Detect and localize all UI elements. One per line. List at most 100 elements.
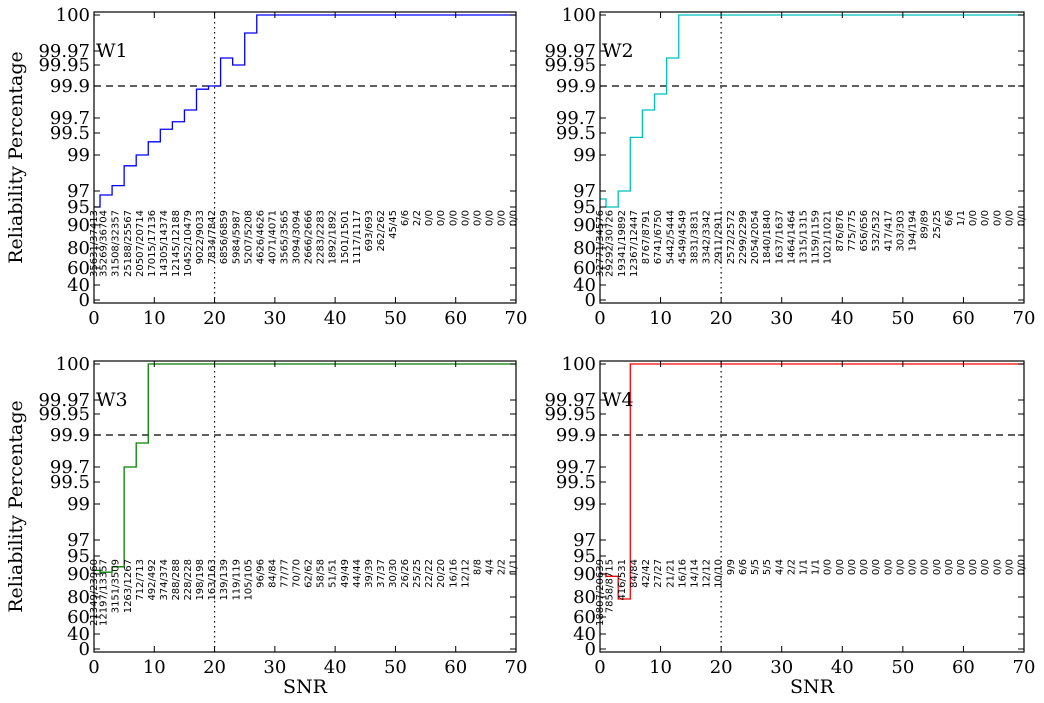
count-annotation: 42/42 bbox=[641, 559, 652, 588]
x-tick-label: 60 bbox=[444, 657, 467, 678]
count-annotation: 0/0 bbox=[968, 210, 979, 226]
count-annotation: 17015/17136 bbox=[147, 210, 158, 277]
count-annotation: 14305/14374 bbox=[159, 210, 170, 277]
count-annotation: 139/139 bbox=[219, 559, 230, 601]
count-annotation: 492/492 bbox=[147, 559, 158, 601]
panel-title: W2 bbox=[602, 40, 634, 62]
count-annotation: 532/532 bbox=[871, 210, 882, 252]
count-annotation: 7858/8715 bbox=[605, 559, 616, 613]
count-annotation: 228/228 bbox=[183, 559, 194, 601]
count-annotation: 4/4 bbox=[774, 559, 785, 575]
count-annotation: 5442/5444 bbox=[665, 210, 676, 264]
count-annotation: 374/374 bbox=[159, 559, 170, 601]
count-annotation: 12/12 bbox=[702, 559, 713, 588]
y-tick-label: 99 bbox=[67, 145, 90, 166]
count-annotation: 96/96 bbox=[255, 559, 266, 588]
count-annotation: 12145/12188 bbox=[171, 210, 182, 277]
count-annotation: 0/0 bbox=[980, 210, 991, 226]
y-tick-label: 100 bbox=[56, 5, 90, 26]
y-tick-label: 97 bbox=[67, 181, 90, 202]
x-tick-label: 0 bbox=[594, 657, 605, 678]
y-tick-label: 80 bbox=[67, 238, 90, 259]
y-tick-label: 99.9 bbox=[556, 425, 596, 446]
reliability-step-line bbox=[600, 363, 1024, 600]
count-annotation: 0/0 bbox=[859, 559, 870, 575]
count-annotation: 37/37 bbox=[376, 559, 387, 588]
count-annotation: 0/0 bbox=[823, 559, 834, 575]
count-annotation: 1/1 bbox=[799, 559, 810, 575]
x-tick-label: 20 bbox=[710, 657, 733, 678]
x-tick-label: 70 bbox=[1013, 308, 1036, 329]
y-tick-label: 0 bbox=[585, 639, 596, 660]
count-annotation: 77/77 bbox=[280, 559, 291, 588]
y-tick-label: 40 bbox=[67, 275, 90, 296]
count-annotation: 0/0 bbox=[835, 559, 846, 575]
count-annotation: 14/14 bbox=[689, 559, 700, 588]
count-annotation: 30/30 bbox=[388, 559, 399, 588]
x-tick-label: 0 bbox=[88, 308, 99, 329]
count-annotation: 3565/3565 bbox=[280, 210, 291, 264]
y-tick-label: 0 bbox=[79, 639, 90, 660]
count-annotation: 12367/12447 bbox=[629, 210, 640, 277]
count-annotation: 5207/5208 bbox=[243, 210, 254, 264]
axes-frame bbox=[93, 11, 517, 304]
y-tick-label: 60 bbox=[67, 607, 90, 628]
y-tick-label: 99.95 bbox=[38, 55, 90, 76]
count-annotation: 1263/1267 bbox=[123, 559, 134, 613]
y-tick-label: 99.7 bbox=[556, 108, 596, 129]
y-tick-label: 99.97 bbox=[544, 41, 596, 62]
count-annotation: 70/70 bbox=[292, 559, 303, 588]
count-annotation: 20507/20714 bbox=[135, 210, 146, 277]
count-annotation: 31508/32357 bbox=[111, 210, 122, 277]
count-annotation: 712/713 bbox=[135, 559, 146, 601]
count-annotation: 1/1 bbox=[956, 210, 967, 226]
count-annotation: 20/20 bbox=[436, 559, 447, 588]
count-annotation: 3342/3342 bbox=[702, 210, 713, 264]
count-annotation: 5/5 bbox=[762, 559, 773, 575]
y-tick-label: 99 bbox=[573, 145, 596, 166]
count-annotation: 0/0 bbox=[895, 559, 906, 575]
x-tick-label: 40 bbox=[324, 657, 347, 678]
y-tick-label: 60 bbox=[573, 258, 596, 279]
x-tick-label: 40 bbox=[324, 308, 347, 329]
count-annotation: 2911/2911 bbox=[714, 210, 725, 264]
y-tick-label: 100 bbox=[562, 354, 596, 375]
y-tick-label: 0 bbox=[585, 290, 596, 311]
count-annotation: 39/39 bbox=[364, 559, 375, 588]
count-annotation: 7834/7842 bbox=[207, 210, 218, 264]
count-annotation: 25/25 bbox=[932, 210, 943, 239]
y-tick-label: 97 bbox=[67, 530, 90, 551]
count-annotation: 0/0 bbox=[1004, 210, 1015, 226]
x-tick-label: 30 bbox=[263, 657, 286, 678]
x-tick-label: 20 bbox=[203, 657, 226, 678]
count-annotation: 2/2 bbox=[786, 559, 797, 575]
count-annotation: 1315/1315 bbox=[799, 210, 810, 264]
y-axis-label: Reliability Percentage bbox=[5, 51, 27, 264]
count-annotation: 84/84 bbox=[629, 559, 640, 588]
y-tick-label: 99.5 bbox=[50, 472, 90, 493]
count-annotation: 1501/1501 bbox=[340, 210, 351, 264]
count-annotation: 21/21 bbox=[665, 559, 676, 588]
count-annotation: 775/775 bbox=[847, 210, 858, 252]
x-axis-label: SNR bbox=[283, 676, 328, 698]
count-annotation: 6856/6859 bbox=[219, 210, 230, 264]
x-tick-label: 30 bbox=[770, 657, 793, 678]
count-annotation: 16/16 bbox=[677, 559, 688, 588]
count-annotation: 4071/4071 bbox=[267, 210, 278, 264]
x-tick-label: 20 bbox=[203, 308, 226, 329]
count-annotation: 876/876 bbox=[835, 210, 846, 252]
x-tick-label: 0 bbox=[594, 308, 605, 329]
y-tick-label: 95 bbox=[573, 197, 596, 218]
count-annotation: 44/44 bbox=[352, 559, 363, 588]
count-annotation: 1892/1892 bbox=[328, 210, 339, 264]
y-tick-label: 95 bbox=[67, 546, 90, 567]
count-annotation: 5/5 bbox=[750, 559, 761, 575]
x-axis-label: SNR bbox=[790, 676, 835, 698]
y-tick-label: 99.5 bbox=[556, 123, 596, 144]
count-annotation: 417/417 bbox=[883, 210, 894, 252]
count-annotation: 0/0 bbox=[424, 210, 435, 226]
count-annotation: 0/0 bbox=[460, 210, 471, 226]
